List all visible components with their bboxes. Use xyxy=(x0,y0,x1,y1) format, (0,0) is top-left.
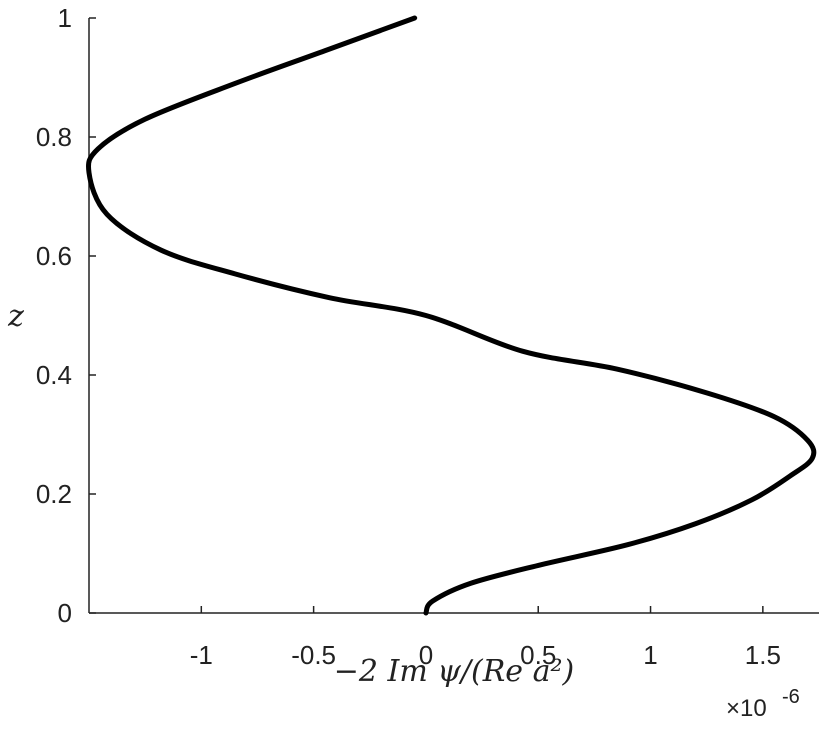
series-line xyxy=(85,15,817,616)
x-tick-label: -0.5 xyxy=(291,640,336,670)
x-tick-label: -1 xyxy=(190,640,213,670)
y-tick-label: 0.2 xyxy=(36,479,72,509)
x-tick-label: 0 xyxy=(419,640,433,670)
x-exponent-base: ×10 xyxy=(726,695,767,722)
x-exponent-label: ×10 -6 xyxy=(726,686,800,722)
y-tick-label: 1 xyxy=(58,3,72,33)
x-tick-label: 1.5 xyxy=(745,640,781,670)
y-axis-title: z xyxy=(7,299,24,334)
ticks: -1 -0.5 0 0.5 1 1.5 0 0.2 0.4 0.6 0.8 1 xyxy=(36,3,781,670)
y-tick-label: 0.4 xyxy=(36,360,72,390)
x-axis-title: −2 Im ψ/(Re a²) xyxy=(334,654,574,689)
axes xyxy=(88,18,819,614)
y-tick-label: 0.6 xyxy=(36,241,72,271)
series-layer xyxy=(85,15,817,616)
y-tick-label: 0.8 xyxy=(36,122,72,152)
x-tick-label: 0.5 xyxy=(520,640,556,670)
x-tick-label: 1 xyxy=(643,640,657,670)
y-tick-label: 0 xyxy=(58,598,72,628)
x-exponent-power: -6 xyxy=(782,686,800,708)
